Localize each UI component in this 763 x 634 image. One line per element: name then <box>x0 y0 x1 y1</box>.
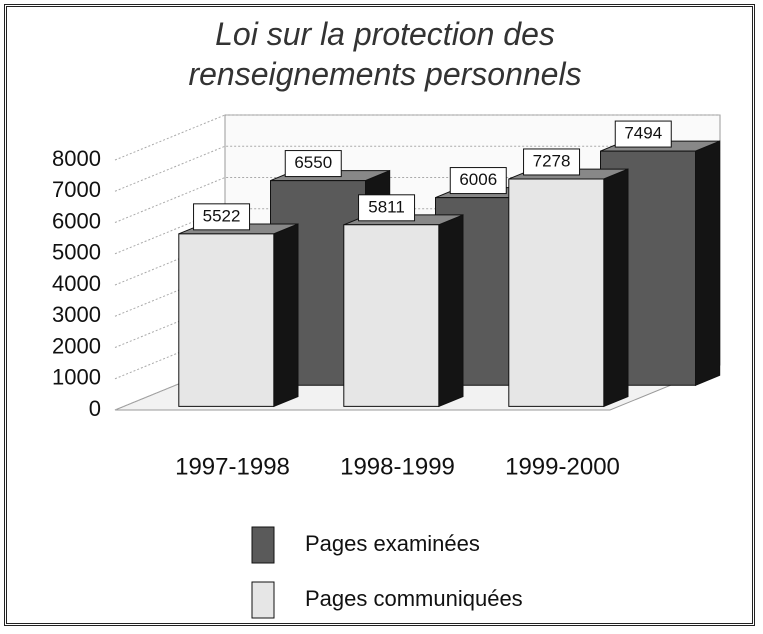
value-label: 7494 <box>624 124 662 143</box>
x-tick-label: 1997-1998 <box>175 453 290 480</box>
bar <box>508 168 629 408</box>
value-label: 7278 <box>533 151 571 170</box>
value-label: 5522 <box>203 206 241 225</box>
bar-face <box>603 168 629 408</box>
y-tick-label: 7000 <box>52 177 101 202</box>
legend-swatch <box>251 526 275 564</box>
value-label-box <box>284 150 342 178</box>
y-tick-label: 1000 <box>52 365 101 390</box>
chart-title: Loi sur la protection des renseignements… <box>188 16 582 92</box>
chart-frame <box>4 4 755 626</box>
value-label: 5811 <box>368 197 405 216</box>
value-label-box <box>523 148 581 176</box>
bar-face <box>273 223 299 408</box>
bar-face <box>695 140 721 386</box>
y-tick-label: 0 <box>89 396 101 421</box>
x-tick-label: 1998-1999 <box>340 453 455 480</box>
value-label: 6550 <box>294 153 332 172</box>
bar <box>343 214 464 408</box>
value-label-box <box>449 167 507 195</box>
bar <box>178 223 299 408</box>
grid-line <box>114 145 720 192</box>
y-tick-label: 8000 <box>52 146 101 171</box>
y-tick-label: 6000 <box>52 208 101 233</box>
y-tick-label: 3000 <box>52 302 101 327</box>
y-tick-label: 5000 <box>52 240 101 265</box>
bar-face <box>508 178 605 407</box>
bar-face <box>178 233 275 407</box>
value-label: 6006 <box>459 170 497 189</box>
legend-swatch <box>251 581 275 619</box>
legend-label: Pages communiquées <box>305 586 523 611</box>
x-tick-label: 1999-2000 <box>505 453 620 480</box>
bar-face <box>438 214 464 408</box>
value-label-box <box>358 194 416 222</box>
bar-face <box>343 224 440 407</box>
value-label-box <box>193 203 251 231</box>
legend-label: Pages examinées <box>305 531 480 556</box>
y-tick-label: 4000 <box>52 271 101 296</box>
y-tick-label: 2000 <box>52 333 101 358</box>
value-label-box <box>614 120 672 148</box>
grid-line <box>114 114 720 161</box>
